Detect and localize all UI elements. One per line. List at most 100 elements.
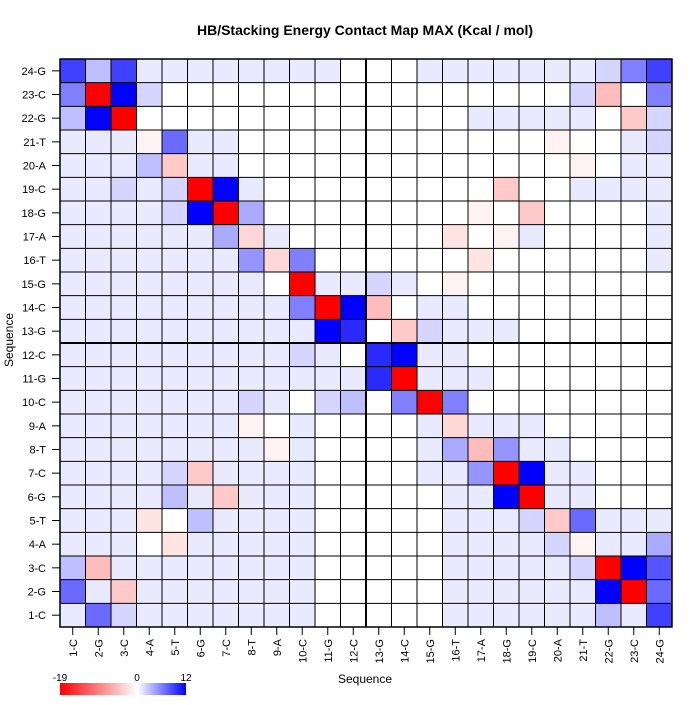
heatmap-cell [238,106,265,131]
heatmap-cell [162,130,188,154]
heatmap-cell [289,485,316,509]
heatmap-cell [621,437,647,462]
heatmap-cell [442,532,469,557]
heatmap-cell [315,437,341,462]
heatmap-cell [289,59,316,83]
heatmap-cell [570,319,596,344]
heatmap-cell [136,82,163,107]
heatmap-cell [187,461,214,486]
heatmap-cell [60,485,86,509]
heatmap-cell [544,59,571,83]
heatmap-cell [315,414,341,438]
heatmap-cell [60,414,86,438]
heatmap-cell [60,390,86,415]
heatmap-cell [187,508,214,533]
heatmap-cell [519,153,545,178]
heatmap-cell [544,366,571,391]
heatmap-cell [544,177,571,202]
heatmap-cell [417,224,443,249]
heatmap-cell [136,532,163,557]
heatmap-cell [60,508,86,533]
heatmap-cell [544,319,571,344]
x-tick-label: 7-C [221,639,233,657]
heatmap-cell [519,248,545,273]
heatmap-cell [544,106,571,131]
heatmap-cell [519,437,545,462]
heatmap-cell [391,485,418,509]
heatmap-cell [493,579,520,604]
heatmap-cell [85,603,112,628]
heatmap-cell [162,485,188,509]
heatmap-cell [264,532,290,557]
heatmap-cell [544,414,571,438]
heatmap-cell [111,366,137,391]
heatmap-cell [544,579,571,604]
heatmap-cell [162,579,188,604]
heatmap-cell [595,319,622,344]
heatmap-cell [366,532,392,557]
heatmap-cell [391,603,418,628]
heatmap-cell [162,508,188,533]
heatmap-cell [289,177,316,202]
heatmap-cell [366,556,392,580]
heatmap-cell [289,508,316,533]
heatmap-cell [646,272,673,296]
heatmap-cell [366,177,392,202]
heatmap-cell [315,177,341,202]
heatmap-cell [315,603,341,628]
heatmap-cell [187,248,214,273]
heatmap-cell [621,295,647,320]
heatmap-cell [366,508,392,533]
heatmap-cell [442,366,469,391]
heatmap-cell [340,295,367,320]
heatmap-cell [519,319,545,344]
x-tick-label: 3-C [119,639,131,657]
heatmap-cell [60,106,86,131]
heatmap-cell [289,556,316,580]
heatmap-cell [417,437,443,462]
y-tick-label: 20-A [23,161,47,173]
heatmap-cell [111,106,137,131]
heatmap-cell [417,319,443,344]
heatmap-cell [493,59,520,83]
heatmap-cell [340,153,367,178]
heatmap-cell [213,224,239,249]
y-tick-label: 11-G [22,374,46,386]
heatmap-cell [493,556,520,580]
heatmap-cell [340,579,367,604]
heatmap-cell [289,82,316,107]
heatmap-cell [468,201,494,225]
heatmap-cell [111,224,137,249]
heatmap-cell [621,130,647,154]
heatmap-cell [60,59,86,83]
heatmap-cell [136,603,163,628]
heatmap-cell [621,532,647,557]
heatmap-cell [60,437,86,462]
heatmap-cell [289,248,316,273]
heatmap-cell [162,319,188,344]
heatmap-cell [85,414,112,438]
heatmap-cell [238,343,265,367]
heatmap-cell [111,177,137,202]
heatmap-cell [340,59,367,83]
heatmap-cell [417,59,443,83]
y-tick-label: 9-A [29,421,47,433]
heatmap-cell [289,603,316,628]
heatmap-cell [468,414,494,438]
heatmap-cell [366,248,392,273]
heatmap-cell [595,437,622,462]
heatmap-cell [493,153,520,178]
heatmap-cell [417,272,443,296]
heatmap-cell [213,130,239,154]
heatmap-cell [366,224,392,249]
heatmap-cell [111,461,137,486]
heatmap-cell [366,201,392,225]
y-tick-labels: 24-G 23-C 22-G 21-T 20-A 19-C 18-G 17-A 16-T 15-G… [22,66,60,622]
heatmap-cell [136,201,163,225]
heatmap-cell [238,603,265,628]
heatmap-cell [391,319,418,344]
heatmap-cell [417,485,443,509]
heatmap-cell [213,437,239,462]
heatmap-cell [493,485,520,509]
heatmap-cell [468,556,494,580]
